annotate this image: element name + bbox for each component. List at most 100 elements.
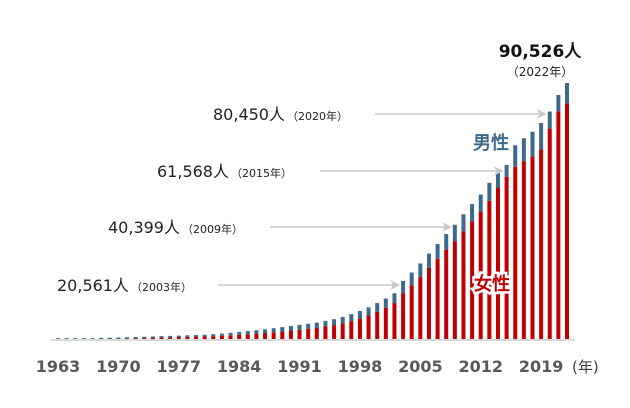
annotation-2015: 61,568人 （2015年）	[157, 162, 292, 181]
bar-female-2021	[556, 111, 561, 339]
bar-female-1990	[288, 330, 293, 339]
bar-female-2010	[461, 231, 466, 339]
annotation-value: 61,568人	[157, 162, 229, 181]
bar-male-1981	[211, 334, 216, 337]
bar-female-1997	[349, 321, 354, 339]
bar-female-1999	[366, 315, 371, 339]
bar-male-1998	[357, 311, 362, 319]
bar-female-1984	[237, 334, 242, 339]
bar-male-2000	[375, 303, 380, 312]
bar-female-1977	[176, 336, 181, 339]
legend-female-label: 女性	[474, 273, 510, 295]
bar-female-1992	[306, 328, 311, 339]
bar-male-1984	[237, 331, 242, 335]
bar-female-2003	[401, 293, 406, 339]
bar-male-1966	[81, 338, 86, 340]
bar-male-2003	[401, 280, 406, 294]
bar-female-2018	[530, 156, 535, 339]
bar-male-1989	[280, 327, 285, 332]
bar-male-1993	[314, 322, 319, 328]
bar-female-1975	[159, 337, 164, 339]
bar-male-1995	[332, 319, 337, 326]
bar-male-1996	[340, 316, 345, 324]
bar-male-1982	[219, 333, 224, 336]
bar-male-1987	[263, 329, 268, 334]
bar-female-2007	[435, 258, 440, 339]
bar-male-2015	[504, 164, 509, 177]
bar-male-2002	[392, 293, 397, 304]
bar-female-1980	[202, 336, 207, 339]
annotation-value: 80,450人	[213, 105, 285, 124]
bar-female-1983	[228, 335, 233, 339]
bar-female-1994	[323, 326, 328, 339]
x-axis-unit-label: (年)	[572, 358, 599, 376]
bar-male-2016	[513, 145, 518, 167]
bar-female-2009	[452, 241, 457, 339]
bar-male-1963	[56, 338, 60, 340]
bar-male-2004	[409, 272, 414, 286]
x-tick-labels: 1963 1970 1977 1984 1991 1998 2005 2012 2019	[36, 357, 564, 376]
bar-female-1998	[357, 318, 362, 339]
bar-male-2005	[418, 263, 423, 278]
annotations-group: 20,561人 （2003年） 40,399人 （2009年） 61,568人 （2015…	[57, 42, 582, 295]
bar-female-2006	[426, 267, 431, 339]
bar-male-2019	[539, 122, 544, 150]
bar-male-1985	[245, 331, 250, 335]
x-tick-label: 1977	[157, 357, 202, 376]
annotation-year-2022: （2022年）	[507, 65, 574, 79]
bar-male-1994	[323, 320, 328, 327]
x-tick-label: 2012	[458, 357, 503, 376]
annotation-2020: 80,450人 （2020年）	[213, 105, 348, 124]
bar-female-2001	[383, 307, 388, 339]
annotation-year: （2015年）	[231, 166, 292, 180]
bar-female-1993	[314, 327, 319, 339]
legend-male-label: 男性	[473, 132, 509, 154]
bar-male-1983	[228, 332, 233, 336]
bar-female-1985	[245, 334, 250, 339]
bar-male-1997	[349, 314, 354, 322]
bar-female-2011	[470, 221, 475, 339]
bar-male-2017	[521, 138, 526, 162]
bar-male-2007	[435, 243, 440, 259]
bar-male-2014	[495, 169, 500, 188]
annotation-year: （2003年）	[131, 280, 192, 294]
bar-female-2000	[375, 311, 380, 339]
bar-female-1978	[185, 336, 190, 339]
bar-male-2011	[470, 204, 475, 222]
bar-female-1991	[297, 329, 302, 339]
bar-male-1988	[271, 328, 276, 333]
annotation-2009: 40,399人 （2009年）	[108, 218, 243, 237]
x-tick-label: 1998	[338, 357, 383, 376]
bar-female-1987	[263, 333, 268, 339]
bar-male-1986	[254, 330, 259, 334]
bar-female-2004	[409, 285, 414, 339]
bar-male-2006	[426, 253, 431, 268]
bar-male-2013	[487, 182, 492, 201]
x-tick-label: 1991	[277, 357, 322, 376]
bar-male-1979	[194, 335, 199, 337]
bar-female-1979	[194, 336, 199, 339]
bar-male-1970	[116, 337, 121, 340]
x-tick-label: 1984	[217, 357, 262, 376]
bar-male-2008	[444, 234, 449, 250]
annotation-value-2022: 90,526人	[499, 42, 583, 62]
bar-male-2001	[383, 298, 388, 308]
bar-female-2014	[495, 187, 500, 339]
annotation-value: 20,561人	[57, 276, 129, 295]
bar-male-2020	[547, 111, 552, 129]
bar-male-1991	[297, 324, 302, 330]
x-tick-label: 2019	[519, 357, 564, 376]
bar-female-2022	[565, 103, 569, 339]
x-tick-label: 1963	[36, 357, 81, 376]
bar-female-1986	[254, 333, 259, 339]
bar-male-1978	[185, 335, 190, 337]
bar-male-1964	[64, 338, 69, 340]
bar-female-1989	[280, 331, 285, 339]
bars-group	[56, 83, 569, 340]
x-tick-label: 1970	[96, 357, 141, 376]
x-tick-label: 2005	[398, 357, 443, 376]
bar-male-1971	[125, 337, 130, 339]
bar-female-2020	[547, 128, 552, 339]
bar-female-2005	[418, 277, 423, 339]
bar-male-2012	[478, 194, 483, 213]
